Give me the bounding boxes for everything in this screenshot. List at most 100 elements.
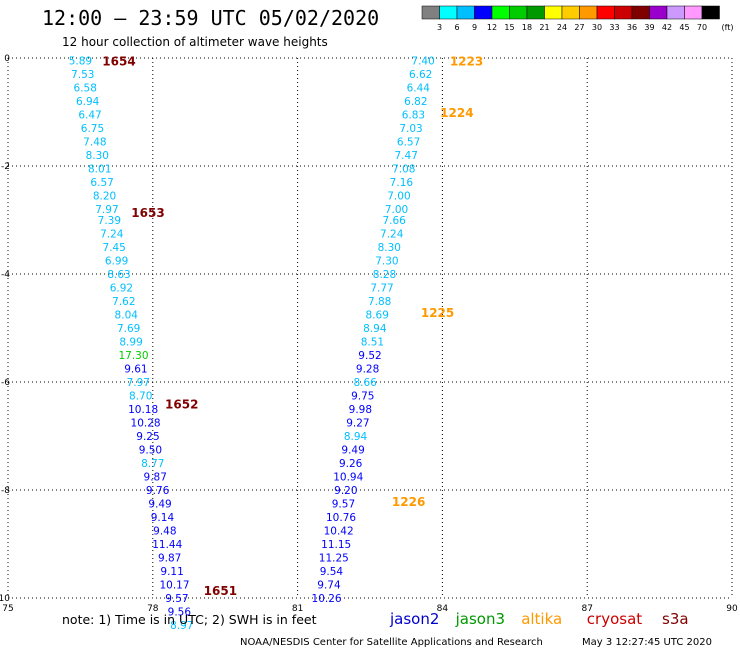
wave-height-value: 9.57 (332, 499, 355, 511)
colorbar-swatch (684, 5, 703, 20)
wave-height-value: 8.70 (129, 391, 152, 403)
wave-height-value: 8.28 (373, 269, 396, 281)
x-tick-label: 75 (2, 604, 13, 614)
colorbar-label: 33 (609, 23, 619, 32)
colorbar: 3 6 9 12 15 18 21 24 27 30 33 36 39 42 45 70 (ft) (421, 5, 734, 32)
wave-height-value: 7.62 (112, 296, 135, 308)
wave-height-value: 8.77 (141, 458, 164, 470)
wave-height-value: 8.30 (86, 150, 109, 162)
footer-timestamp: May 3 12:27:45 UTC 2020 (582, 637, 712, 648)
wave-height-value: 7.97 (95, 204, 118, 216)
wave-height-value: 8.01 (88, 164, 111, 176)
wave-height-value: 17.30 (118, 350, 148, 362)
wave-height-value: 6.82 (404, 96, 427, 108)
colorbar-label: 21 (539, 23, 549, 32)
y-tick-label: -2 (1, 162, 10, 172)
wave-height-value: 7.39 (98, 215, 121, 227)
y-tick-label: -10 (0, 594, 10, 604)
wave-height-value: 9.11 (160, 566, 183, 578)
wave-height-value: 9.49 (148, 499, 171, 511)
wave-height-value: 9.50 (139, 445, 162, 457)
wave-height-value: 7.03 (399, 123, 422, 135)
colorbar-label: 70 (697, 23, 707, 32)
colorbar-swatch (701, 5, 720, 20)
pass-number-label: 1226 (392, 495, 425, 509)
pass-number-label: 1653 (131, 206, 164, 220)
legend: jason2 jason3 altika cryosat s3a (389, 610, 689, 628)
wave-height-value: 9.74 (317, 580, 341, 592)
wave-height-value: 6.94 (76, 96, 100, 108)
wave-height-value: 7.77 (370, 283, 393, 295)
wave-height-value: 6.92 (110, 283, 133, 295)
legend-entry-cryosat: cryosat (587, 610, 642, 628)
wave-height-value: 10.42 (324, 526, 354, 538)
wave-height-value: 11.15 (321, 539, 351, 551)
wave-height-value: 10.18 (128, 404, 158, 416)
plot-axes: 75 78 81 84 87 90 0 -2 -4 -6 -8 -10 (0, 54, 738, 614)
wave-height-value: 9.48 (153, 526, 176, 538)
wave-height-value: 8.30 (378, 242, 401, 254)
colorbar-label: 9 (472, 23, 477, 32)
data-marks: 5.897.536.586.946.476.757.488.308.016.57… (69, 56, 435, 632)
colorbar-swatch (561, 5, 580, 20)
x-tick-label: 78 (147, 604, 159, 614)
colorbar-swatch (614, 5, 633, 20)
wave-height-value: 7.53 (71, 69, 94, 81)
wave-height-value: 6.75 (81, 123, 104, 135)
chart-subtitle: 12 hour collection of altimeter wave hei… (62, 35, 328, 49)
wave-height-value: 8.51 (361, 337, 384, 349)
footer-source: NOAA/NESDIS Center for Satellite Applica… (240, 637, 543, 648)
colorbar-label: 18 (522, 23, 532, 32)
wave-height-value: 8.69 (366, 310, 389, 322)
colorbar-label: 15 (504, 23, 514, 32)
wave-height-value: 6.44 (407, 83, 431, 95)
wave-height-value: 9.14 (151, 512, 175, 524)
x-tick-label: 84 (437, 604, 449, 614)
wave-height-value: 10.17 (159, 580, 189, 592)
wave-height-value: 10.26 (312, 593, 342, 605)
wave-height-value: 9.98 (349, 404, 372, 416)
colorbar-label: 39 (644, 23, 654, 32)
colorbar-label: 12 (487, 23, 497, 32)
wave-height-value: 9.87 (158, 553, 181, 565)
wave-height-value: 9.87 (144, 472, 167, 484)
legend-entry-s3a: s3a (662, 610, 689, 628)
x-tick-label: 87 (581, 604, 592, 614)
wave-height-value: 6.58 (74, 83, 97, 95)
colorbar-swatch (474, 5, 493, 20)
colorbar-label: 36 (627, 23, 637, 32)
colorbar-label: 24 (557, 23, 567, 32)
wave-height-value: 8.94 (344, 431, 368, 443)
wave-height-value: 7.00 (385, 204, 408, 216)
y-tick-label: -4 (1, 270, 10, 280)
wave-height-value: 6.83 (402, 110, 425, 122)
y-tick-label: -8 (1, 486, 10, 496)
colorbar-swatch (579, 5, 598, 20)
colorbar-label: 42 (662, 23, 672, 32)
wave-height-value: 7.97 (127, 377, 150, 389)
wave-height-value: 7.08 (392, 164, 415, 176)
colorbar-swatch (596, 5, 615, 20)
wave-height-value: 9.27 (346, 418, 369, 430)
wave-height-value: 5.89 (69, 56, 92, 68)
wave-height-value: 7.00 (387, 191, 410, 203)
colorbar-swatch (526, 5, 545, 20)
wave-height-value: 7.45 (102, 242, 125, 254)
chart-title: 12:00 – 23:59 UTC 05/02/2020 (42, 6, 379, 30)
colorbar-swatch (666, 5, 685, 20)
colorbar-swatch (421, 5, 440, 20)
wave-height-value: 7.40 (411, 56, 434, 68)
wave-height-value: 8.04 (115, 310, 139, 322)
wave-height-value: 6.47 (78, 110, 101, 122)
wave-height-value: 6.57 (90, 177, 113, 189)
colorbar-label: 30 (592, 23, 602, 32)
pass-number-label: 1224 (440, 106, 473, 120)
colorbar-swatch (456, 5, 475, 20)
wave-height-value: 11.25 (319, 553, 349, 565)
colorbar-label: 45 (679, 23, 689, 32)
pass-number-label: 1654 (102, 55, 135, 69)
pass-number-label: 1223 (450, 55, 483, 69)
wave-height-value: 7.88 (368, 296, 391, 308)
wave-height-value: 9.49 (341, 445, 364, 457)
